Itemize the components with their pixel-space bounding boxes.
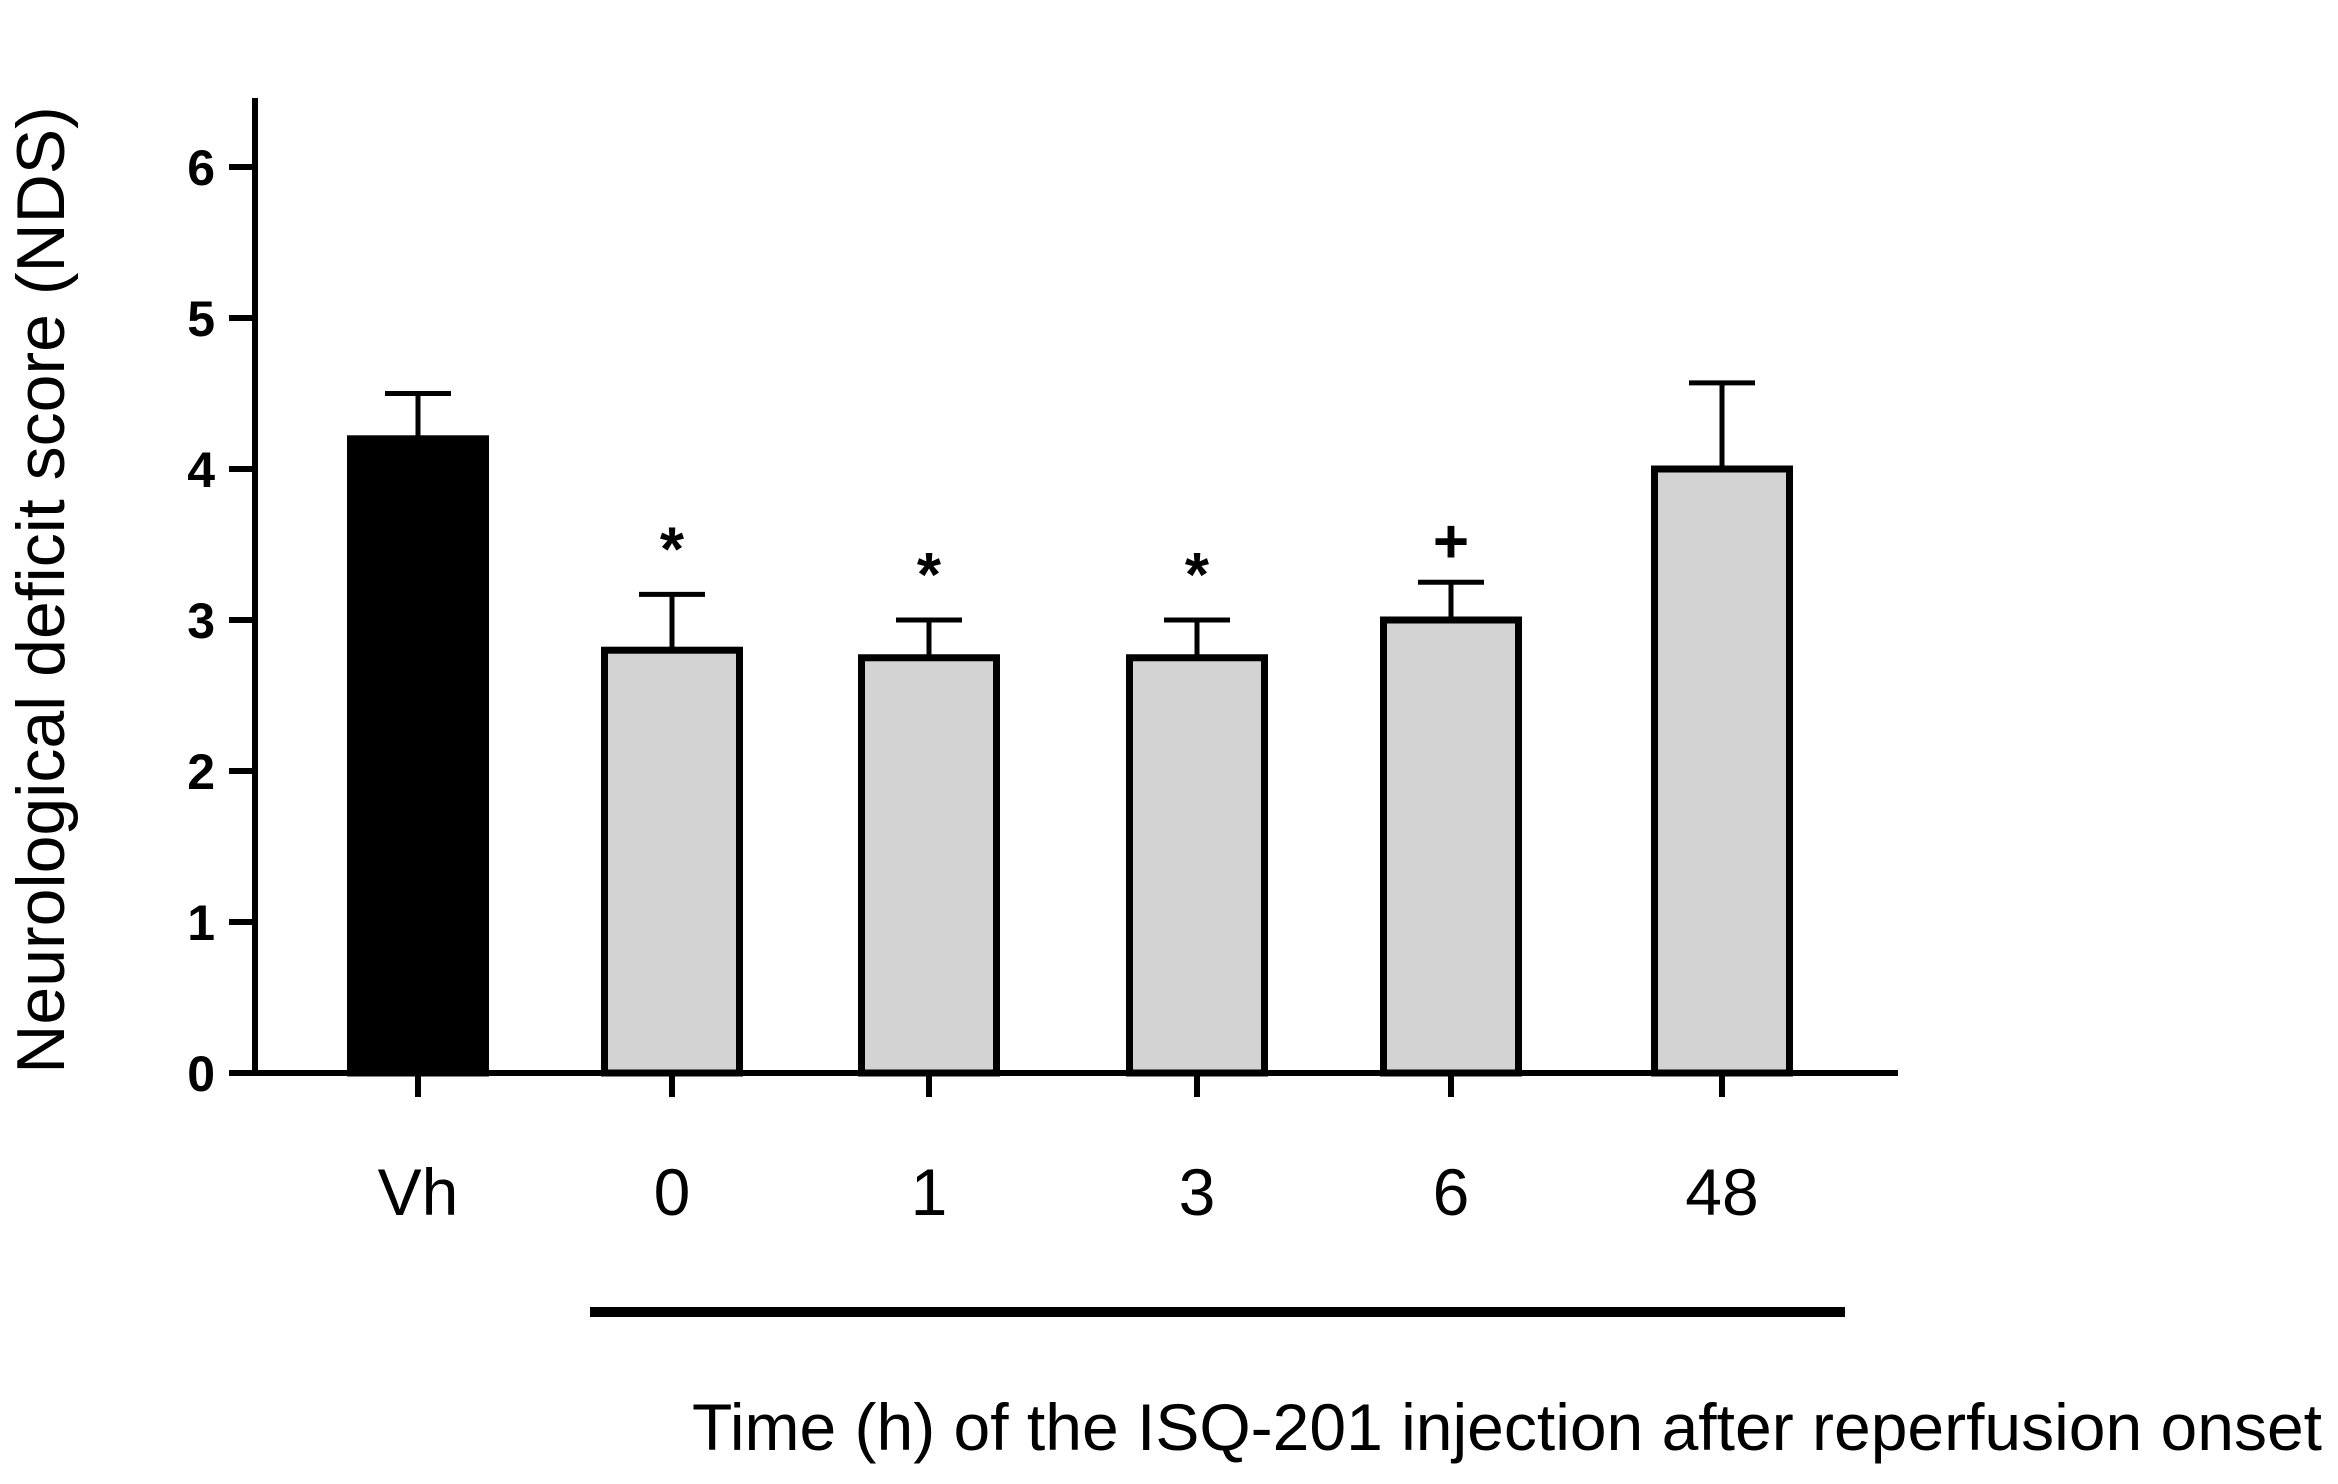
bar-Vh [347, 435, 489, 1077]
significance-marker: * [660, 515, 685, 584]
y-tick-label: 2 [187, 744, 215, 800]
bars: * * * + [347, 380, 1793, 1077]
x-tick-label: 3 [1179, 1155, 1216, 1229]
y-tick-label: 1 [187, 895, 215, 951]
x-tick-label: 0 [654, 1155, 691, 1229]
y-tick-label: 0 [187, 1046, 215, 1102]
y-axis-label: Neurological deficit score (NDS) [3, 106, 79, 1073]
y-tick-label: 6 [187, 140, 215, 196]
y-tick-label: 4 [187, 442, 215, 498]
bar-1 [858, 654, 1000, 1077]
significance-marker: * [917, 541, 942, 610]
significance-marker: + [1433, 507, 1469, 576]
bar-3 [1126, 654, 1268, 1077]
y-tick-label: 3 [187, 593, 215, 649]
bar-48 [1651, 465, 1793, 1077]
y-tick-label: 5 [187, 291, 215, 347]
x-axis: Vh 0 1 3 6 48 [252, 1070, 1898, 1229]
x-tick-label: 1 [911, 1155, 948, 1229]
significance-marker: * [1185, 541, 1210, 610]
bar-6 [1380, 616, 1522, 1077]
x-tick-label: 48 [1685, 1155, 1758, 1229]
bar-0 [601, 646, 743, 1077]
x-tick-label: Vh [378, 1155, 459, 1229]
x-axis-label: Time (h) of the ISQ-201 injection after … [692, 1390, 2322, 1464]
y-axis: 0 1 2 3 4 5 6 [187, 98, 258, 1102]
x-tick-label: 6 [1433, 1155, 1470, 1229]
